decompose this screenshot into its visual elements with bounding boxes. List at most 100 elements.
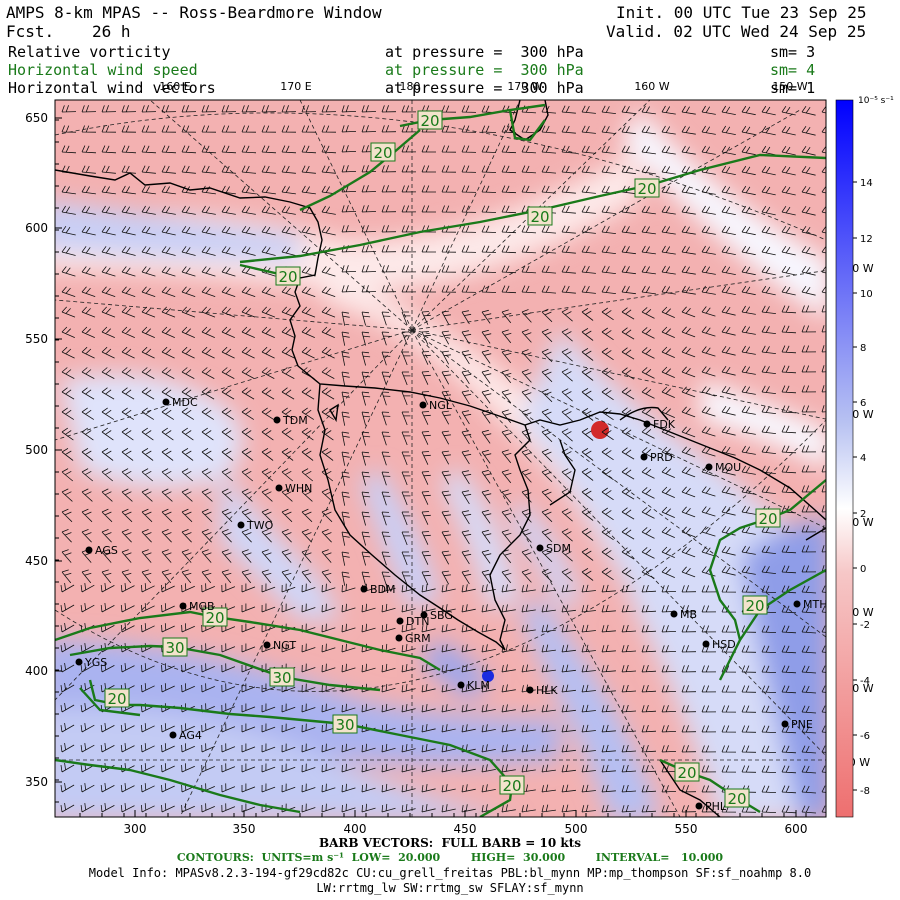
station-label: PNE	[791, 718, 813, 731]
field-3-level: at pressure = 300 hPa	[385, 79, 584, 97]
physics-info: LW:rrtmg_lw SW:rrtmg_sw SFLAY:sf_mynn	[316, 881, 584, 895]
y-tick-label: 450	[25, 554, 48, 568]
station-marker[interactable]: SDM	[536, 542, 571, 555]
station-label: MDC	[172, 396, 198, 409]
station-marker[interactable]: PNE	[781, 718, 813, 731]
axes: 300 350 400 450 500 550 600 650 600 550 500 450 400 3…	[25, 111, 807, 836]
contour-label: 20	[755, 508, 781, 528]
station-marker[interactable]: HSD	[702, 638, 736, 651]
station-marker[interactable]: DTN	[396, 615, 430, 628]
y-tick-label: 650	[25, 111, 48, 125]
y-tick-label: 600	[25, 221, 48, 235]
station-marker[interactable]: NGL	[419, 399, 453, 412]
init-time: Init. 00 UTC Tue 23 Sep 25	[616, 3, 867, 22]
svg-text:20: 20	[530, 208, 549, 226]
station-marker[interactable]: HLK	[526, 684, 559, 697]
y-tick-label: 500	[25, 443, 48, 457]
plot-frame	[54, 99, 827, 818]
y-tick-label: 350	[25, 775, 48, 789]
station-marker[interactable]: MTH	[793, 598, 828, 611]
station-marker[interactable]: MB	[670, 608, 698, 621]
map-title: AMPS 8-km MPAS -- Ross-Beardmore Window	[6, 3, 382, 22]
longitude-label-top: 170 W	[507, 80, 542, 93]
x-tick-label: 350	[233, 822, 256, 836]
station-label: KLM	[467, 679, 490, 692]
coastline	[55, 100, 826, 817]
station-label: MGB	[189, 600, 215, 613]
field-1-smoothing: sm= 3	[770, 43, 816, 61]
wind-barbs	[60, 105, 826, 814]
contour-label: 20	[742, 595, 768, 615]
longitude-label-top: 150 W	[772, 80, 807, 93]
svg-text:30: 30	[335, 716, 354, 734]
station-marker[interactable]: PHL	[695, 800, 727, 813]
station-marker[interactable]: NGT	[263, 639, 297, 652]
station-marker[interactable]: GRM	[395, 632, 431, 645]
svg-text:20: 20	[758, 510, 777, 528]
contour-label: 20	[275, 266, 301, 286]
colorbar-tick: -4	[860, 676, 870, 687]
station-marker[interactable]: TDM	[273, 414, 308, 427]
contour-label: 20	[417, 110, 443, 130]
x-tick-label: 500	[565, 822, 588, 836]
contour-label: 30	[269, 667, 295, 687]
station-marker[interactable]: TWO	[237, 519, 274, 532]
station-marker[interactable]: YGS	[75, 656, 108, 669]
field-2-level: at pressure = 300 hPa	[385, 61, 584, 79]
x-tick-label: 450	[454, 822, 477, 836]
station-marker[interactable]: SBG	[420, 609, 453, 622]
station-label: HSD	[712, 638, 736, 651]
y-tick-label: 550	[25, 332, 48, 346]
colorbar-tick: -2	[860, 620, 870, 631]
colorbar-tick: 6	[860, 398, 866, 409]
field-2-smoothing: sm= 4	[770, 61, 816, 79]
station-label: PHL	[705, 800, 727, 813]
contour-label: 20	[724, 788, 750, 808]
station-label: PRD	[650, 451, 673, 464]
svg-text:20: 20	[745, 597, 764, 615]
station-marker[interactable]: MOU	[705, 461, 742, 474]
station-marker[interactable]: MGB	[179, 600, 215, 613]
station-label: MTH	[803, 598, 827, 611]
station-label: HLK	[536, 684, 558, 697]
stations: MDC TDM NGL FDK PRD MOU WHN TWO AGS SDM BDM MGB SBG M…	[75, 396, 828, 813]
station-marker[interactable]: MDC	[162, 396, 198, 409]
colorbar-tick: 10	[860, 289, 873, 300]
contour-label: 30	[332, 714, 358, 734]
contour-label: 20	[674, 762, 700, 782]
station-marker[interactable]: FDK	[643, 418, 676, 431]
contour-labels: 20 20 20 20 20 20 20 30 20 30 20 30 20 20 20	[104, 110, 781, 808]
station-marker[interactable]: WHN	[275, 482, 313, 495]
colorbar-tick: -8	[860, 786, 870, 797]
contour-label: 20	[370, 142, 396, 162]
x-tick-label: 400	[344, 822, 367, 836]
svg-text:20: 20	[373, 144, 392, 162]
station-marker[interactable]: KLM	[457, 679, 490, 692]
station-label: FDK	[653, 418, 676, 431]
station-marker[interactable]: BDM	[360, 583, 396, 596]
colorbar-tick: 4	[860, 453, 866, 464]
colorbar-tick: 2	[860, 509, 866, 520]
contour-label: 30	[162, 637, 188, 657]
station-marker[interactable]: AG4	[169, 729, 202, 742]
longitude-label-top: 170 E	[280, 80, 311, 93]
contour-label: 20	[202, 607, 228, 627]
forecast-label: Fcst.	[6, 22, 55, 41]
station-label: BDM	[370, 583, 396, 596]
svg-text:20: 20	[107, 690, 126, 708]
station-label: MB	[680, 608, 697, 621]
station-label: NGL	[429, 399, 453, 412]
colorbar-tick: 12	[860, 234, 873, 245]
field-3-name: Horizontal wind vectors	[8, 79, 216, 97]
vorticity-field	[55, 100, 826, 817]
station-label: MOU	[715, 461, 741, 474]
field-2-name: Horizontal wind speed	[8, 61, 198, 79]
colorbar-scale	[835, 99, 854, 818]
contour-label: 20	[527, 206, 553, 226]
station-label: TDM	[282, 414, 308, 427]
station-marker[interactable]: PRD	[640, 451, 673, 464]
colorbar-tick: -6	[860, 731, 870, 742]
colorbar-tick: 8	[860, 343, 866, 354]
station-marker[interactable]: AGS	[85, 544, 118, 557]
longitude-label-top: 180	[400, 80, 421, 93]
